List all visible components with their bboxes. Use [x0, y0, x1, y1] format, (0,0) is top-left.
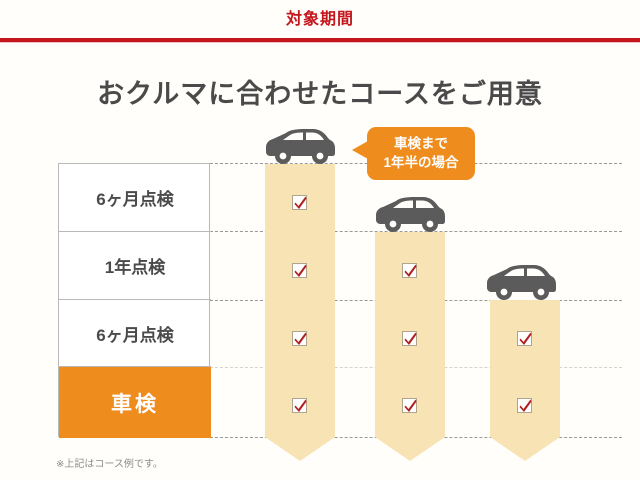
header-divider: [0, 38, 640, 42]
gridline-1: [210, 231, 622, 232]
car-icon: [266, 129, 336, 170]
checkmark-icon: [402, 263, 417, 278]
callout-line-2: 1年半の場合: [383, 154, 459, 170]
callout-line-1: 車検まで: [394, 136, 448, 152]
row-label: 6ヶ月点検: [96, 190, 174, 209]
callout-pointer: [352, 141, 368, 159]
course-column-2-tip: [375, 437, 445, 461]
course-column-1-tip: [265, 437, 335, 461]
course-column-3: [490, 300, 560, 437]
checkmark-icon: [292, 331, 307, 346]
row-label: 車検: [111, 392, 159, 416]
checkmark-icon: [517, 331, 532, 346]
header-divider-shadow: [0, 42, 640, 43]
callout-bubble: 車検まで 1年半の場合: [367, 127, 475, 180]
page-title: 対象期間: [285, 11, 354, 28]
checkmark-icon: [517, 398, 532, 413]
table-row: 6ヶ月点検: [59, 164, 211, 232]
table-row: 1年点検: [59, 232, 211, 300]
car-icon: [376, 197, 446, 238]
checkmark-icon: [292, 263, 307, 278]
table-row: 6ヶ月点検: [59, 300, 211, 367]
row-label: 1年点検: [104, 258, 166, 277]
service-label-table: 6ヶ月点検 1年点検 6ヶ月点検 車検: [58, 163, 211, 438]
course-diagram: 6ヶ月点検 1年点検 6ヶ月点検 車検: [0, 110, 640, 480]
footnote-text: ※上記はコース例です。: [56, 459, 163, 470]
checkmark-icon: [292, 398, 307, 413]
checkmark-icon: [402, 331, 417, 346]
course-column-3-tip: [490, 437, 560, 461]
checkmark-icon: [402, 398, 417, 413]
checkmark-icon: [292, 195, 307, 210]
header-band: 対象期間: [0, 0, 640, 43]
car-icon: [487, 265, 557, 306]
main-heading: おクルマに合わせたコースをご用意: [97, 79, 543, 109]
table-row-highlighted: 車検: [59, 367, 211, 438]
row-label: 6ヶ月点検: [96, 325, 174, 345]
